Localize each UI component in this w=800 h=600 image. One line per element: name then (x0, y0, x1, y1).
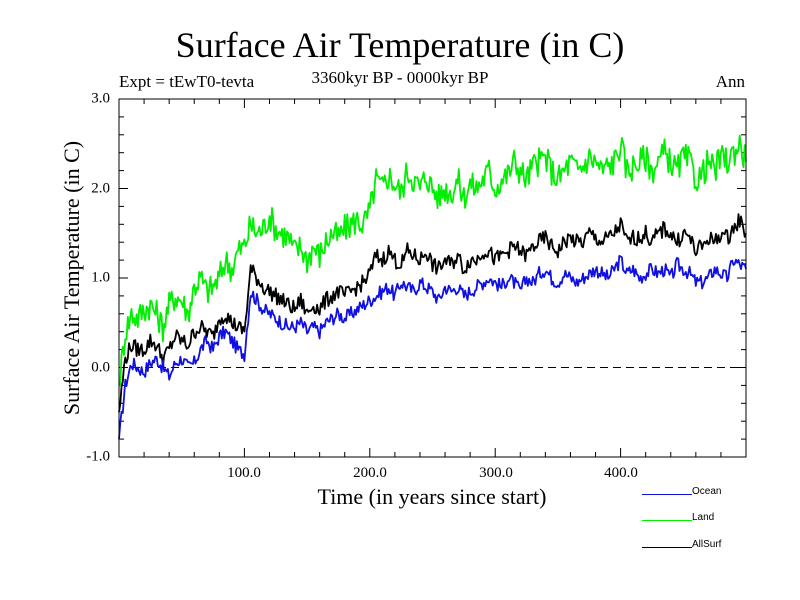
experiment-label: Expt = tEwT0-tevta (119, 72, 255, 91)
legend-swatch (642, 520, 692, 521)
x-tick-label: 200.0 (353, 465, 387, 481)
y-axis-label: Surface Air Temperature (in C) (59, 140, 84, 416)
series-group (118, 134, 747, 440)
legend-swatch (642, 494, 692, 495)
axis-ticks (119, 99, 746, 457)
x-axis-label: Time (in years since start) (317, 484, 547, 509)
y-tick-label: 0.0 (91, 359, 110, 375)
legend-label: Ocean (692, 486, 722, 497)
plot-frame (118, 98, 747, 458)
season-label: Ann (715, 72, 745, 91)
x-tick-label: 100.0 (227, 465, 261, 481)
series-line-allsurf (118, 213, 747, 413)
series-line-land (119, 134, 747, 387)
y-tick-label: -1.0 (86, 448, 110, 465)
legend-label: Land (692, 512, 715, 523)
y-tick-label: 1.0 (91, 269, 110, 286)
y-tick-label: 3.0 (91, 90, 110, 107)
y-tick-label: 2.0 (91, 180, 110, 196)
x-tick-label: 400.0 (604, 465, 638, 481)
x-tick-label: 300.0 (479, 465, 513, 481)
legend-swatch (642, 547, 692, 548)
series-line-ocean (118, 255, 747, 440)
legend-label: AllSurf (692, 539, 722, 550)
chart-title: Surface Air Temperature (in C) (175, 25, 625, 65)
period-label: 3360kyr BP - 0000kyr BP (311, 68, 489, 87)
